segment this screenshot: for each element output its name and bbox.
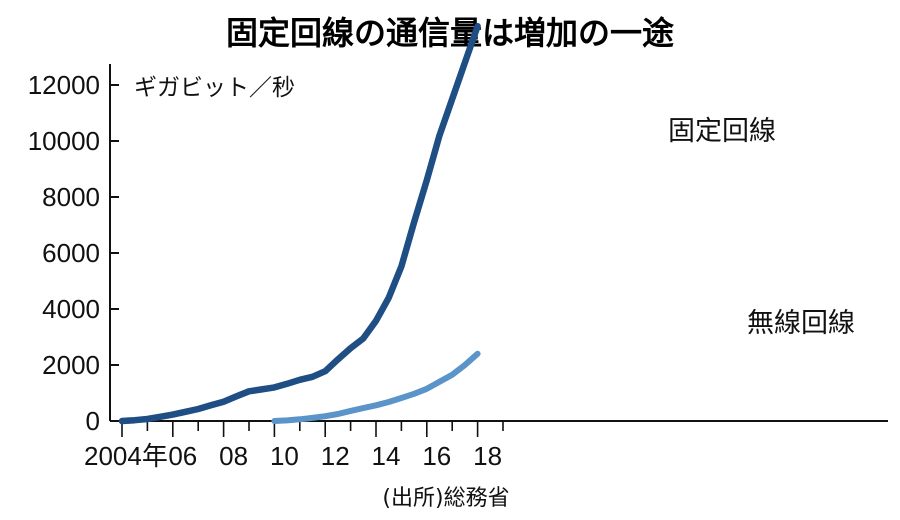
x-tick-label: 10 <box>270 441 299 471</box>
y-tick-label: 12000 <box>28 70 100 100</box>
y-tick-label: 0 <box>86 406 100 436</box>
x-tick-label: 14 <box>372 441 401 471</box>
chart-title: 固定回線の通信量は増加の一途 <box>226 14 674 52</box>
series-label-fixed: 固定回線 <box>668 116 776 147</box>
y-tick-label: 4000 <box>42 294 100 324</box>
x-tick-label: 06 <box>168 441 197 471</box>
x-tick-label: 08 <box>219 441 248 471</box>
x-tick-label: 16 <box>422 441 451 471</box>
x-tick-label: 12 <box>321 441 350 471</box>
series-line-fixed <box>118 22 481 425</box>
series-label-wireless: 無線回線 <box>747 308 855 339</box>
source-note: (出所)総務省 <box>382 486 509 511</box>
x-tick-label: 18 <box>473 441 502 471</box>
x-tick-label: 2004年 <box>84 441 168 471</box>
y-tick-label: 2000 <box>42 350 100 380</box>
y-axis-unit: ギガビット／秒 <box>134 75 295 101</box>
y-tick-label: 10000 <box>28 126 100 156</box>
y-tick-label: 6000 <box>42 238 100 268</box>
y-tick-label: 8000 <box>42 182 100 212</box>
series-line-wireless <box>271 350 481 424</box>
